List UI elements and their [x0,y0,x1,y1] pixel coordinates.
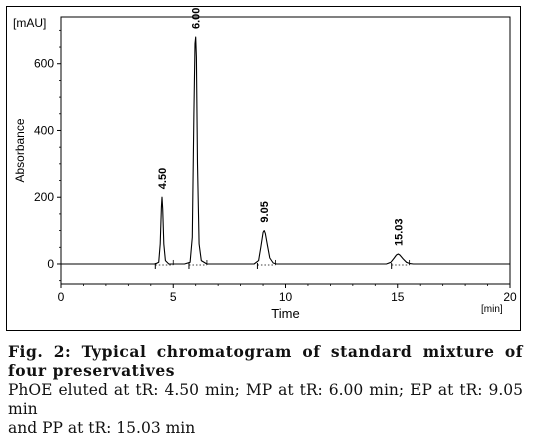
peak-label: 15.03 [393,218,405,246]
y-tick-label: 600 [34,57,54,71]
y-tick-label: 0 [47,257,54,271]
plot-area-border [60,16,511,285]
x-tick-label: 15 [391,290,405,304]
chromatogram-chart: 0 200 400 600 0 5 10 15 20 [mAU] [min] Time Absorban… [13,8,517,321]
y-unit-label: [mAU] [13,16,46,30]
figure-caption: Fig. 2: Typical chromatogram of standard… [8,342,523,438]
caption-body: PhOE eluted at tR: 4.50 min; MP at tR: 6… [8,381,523,438]
chromatogram-trace [61,36,510,265]
peak-label: 6.00 [191,8,203,29]
peak-label: 9.05 [259,201,271,222]
peak-label: 4.50 [157,168,169,189]
caption-line-1: PhOE eluted at tR: 4.50 min; MP at tR: 6… [8,381,523,418]
y-tick-label: 400 [34,123,54,137]
x-tick-label: 0 [58,290,65,304]
x-tick-label: 10 [279,290,293,304]
caption-line-2: and PP at tR: 15.03 min [8,419,196,437]
x-tick-label: 20 [503,290,517,304]
chart-frame: 0 200 400 600 0 5 10 15 20 [mAU] [min] Time Absorban… [6,6,521,331]
y-axis-title: Absorbance [13,118,27,182]
x-tick-label: 5 [170,290,177,304]
x-unit-label: [min] [481,304,503,315]
y-tick-label: 200 [34,190,54,204]
x-axis-title: Time [271,306,299,321]
caption-title: Fig. 2: Typical chromatogram of standard… [8,342,523,380]
